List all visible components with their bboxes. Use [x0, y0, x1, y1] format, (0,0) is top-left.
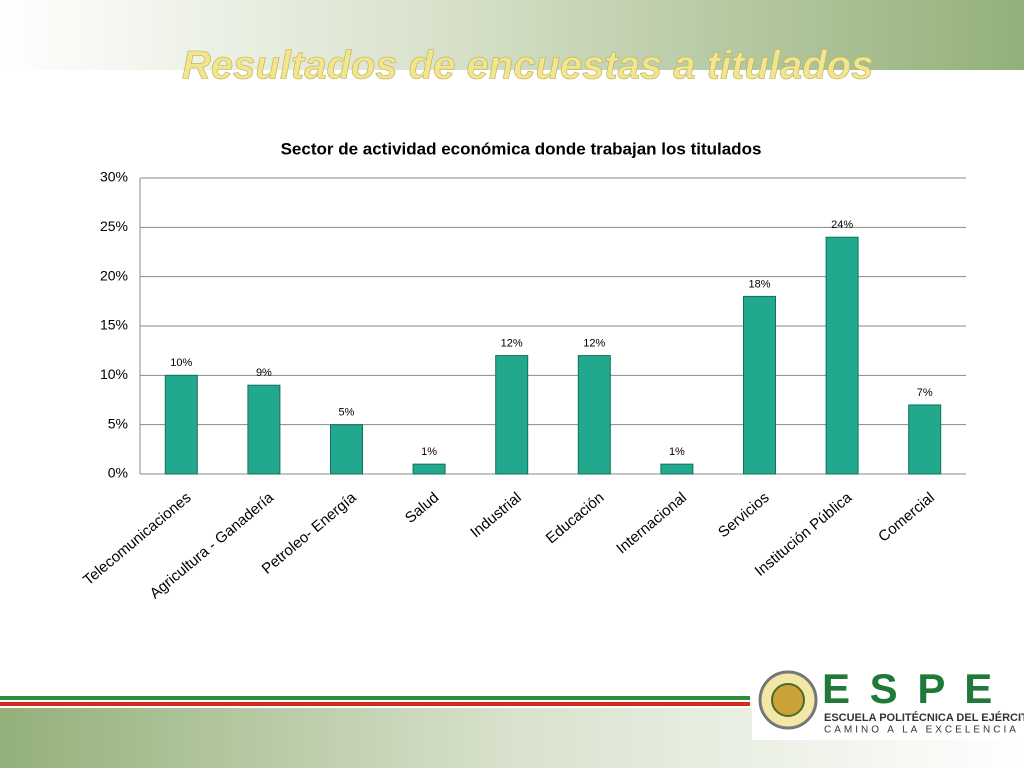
bar — [660, 463, 694, 475]
y-tick-label: 15% — [100, 317, 128, 333]
bar — [825, 236, 859, 475]
value-label: 12% — [501, 338, 523, 350]
bar — [908, 404, 942, 475]
logo-school: ESCUELA POLITÉCNICA DEL EJÉRCITO — [824, 711, 1024, 724]
bar — [495, 355, 529, 475]
red-stripe — [0, 702, 750, 706]
value-label: 24% — [831, 219, 853, 231]
x-tick-label: Industrial — [467, 489, 525, 541]
y-tick-label: 25% — [100, 218, 128, 234]
value-label: 1% — [669, 446, 685, 458]
x-tick-label: Educación — [543, 489, 608, 547]
seal-center — [771, 683, 805, 717]
value-label: 12% — [583, 338, 605, 350]
value-label: 1% — [421, 446, 437, 458]
x-tick-label: Salud — [402, 489, 442, 527]
bar — [164, 374, 198, 475]
logo-name: E S P E — [822, 665, 996, 712]
bar — [330, 424, 363, 475]
top-band — [0, 0, 1024, 70]
bar — [247, 384, 281, 475]
bar — [743, 295, 776, 475]
bar — [412, 463, 446, 475]
value-label: 7% — [917, 387, 933, 399]
x-tick-label: Servicios — [715, 489, 773, 541]
y-tick-label: 0% — [108, 465, 128, 481]
green-stripe — [0, 696, 750, 700]
x-tick-label: Internacional — [613, 489, 690, 557]
slide-title: Resultados de encuestas a titulados — [182, 44, 873, 88]
x-tick-label: Comercial — [875, 489, 938, 545]
y-tick-label: 5% — [108, 415, 128, 431]
value-label: 5% — [339, 407, 355, 419]
chart-title: Sector de actividad económica donde trab… — [281, 139, 762, 158]
y-tick-label: 20% — [100, 267, 128, 283]
plot: 0%5%10%15%20%25%30%10%Telecomunicaciones… — [80, 169, 966, 602]
value-label: 18% — [748, 278, 770, 290]
y-tick-label: 10% — [100, 366, 128, 382]
y-tick-label: 30% — [100, 169, 128, 185]
value-label: 10% — [170, 357, 192, 369]
logo: E S P E ESCUELA POLITÉCNICA DEL EJÉRCITO… — [758, 665, 1024, 736]
bar — [577, 355, 611, 475]
logo-motto: CAMINO A LA EXCELENCIA — [824, 725, 1019, 736]
value-label: 9% — [256, 367, 272, 379]
